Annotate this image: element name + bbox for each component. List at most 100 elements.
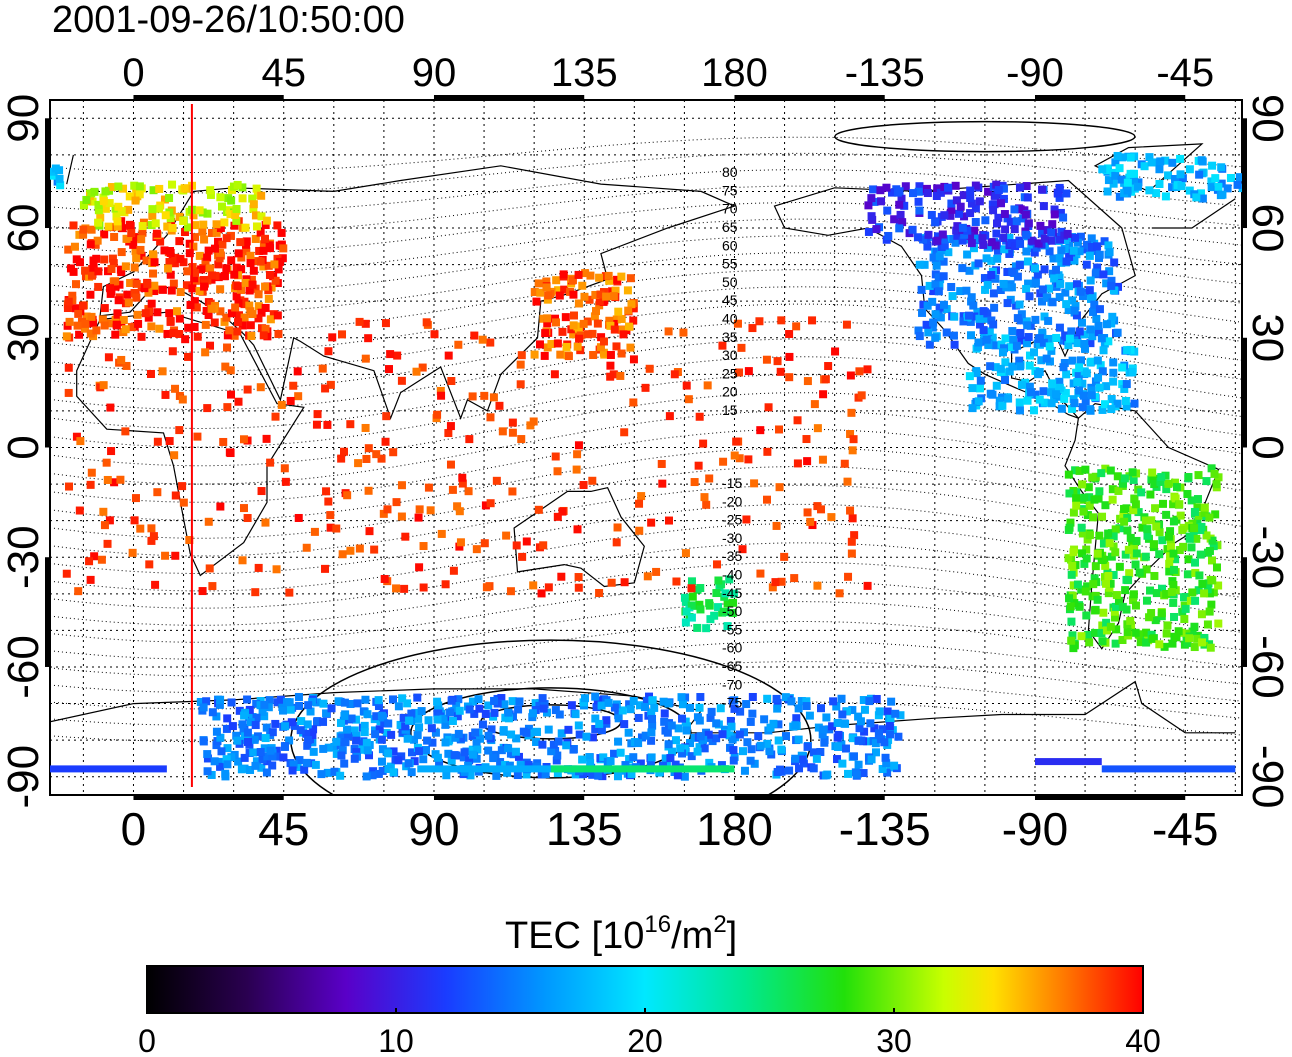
tec-dot <box>247 275 256 284</box>
tec-dot <box>268 728 277 737</box>
tec-dot <box>939 257 948 266</box>
tec-dot <box>184 223 193 232</box>
tec-dot <box>131 247 140 256</box>
tec-dot <box>1005 367 1014 376</box>
tec-dot <box>234 299 243 308</box>
tec-dot <box>234 311 243 320</box>
tec-dot <box>165 437 174 446</box>
tec-dot <box>340 698 349 707</box>
tec-dot <box>151 580 160 589</box>
tec-dot <box>984 187 993 196</box>
tec-dot <box>1082 260 1091 269</box>
tec-dot <box>377 454 386 463</box>
tec-dot <box>486 499 495 508</box>
tec-dot <box>1007 283 1016 292</box>
tec-dot <box>602 292 611 301</box>
tec-dot <box>1104 337 1113 346</box>
tec-dot <box>914 326 923 335</box>
tec-dot <box>394 756 403 765</box>
tec-dot <box>248 310 257 319</box>
tec-dot <box>497 746 506 755</box>
tec-dot <box>163 222 172 231</box>
tec-dot <box>1130 399 1139 408</box>
tec-dot <box>883 206 892 215</box>
tec-dot <box>1218 190 1227 199</box>
tec-dot <box>730 451 739 460</box>
tec-dot <box>306 707 315 716</box>
tec-dot <box>1104 176 1113 185</box>
tec-dot <box>952 196 961 205</box>
tec-dot <box>205 564 214 573</box>
tec-dot <box>1012 341 1021 350</box>
tec-dot <box>1186 596 1195 605</box>
tec-dot <box>183 267 192 276</box>
tec-dot <box>1079 391 1088 400</box>
tec-dot <box>1047 388 1056 397</box>
tec-dot <box>239 504 248 513</box>
tec-dot <box>1181 604 1190 613</box>
tec-dot <box>175 314 184 323</box>
tec-dot <box>360 728 369 737</box>
top-tick-bar <box>433 95 585 100</box>
tec-dot <box>495 401 504 410</box>
tec-band <box>1034 758 1102 766</box>
tec-dot <box>687 613 696 622</box>
tec-dot <box>212 228 221 237</box>
tec-dot <box>64 297 73 306</box>
tec-dot <box>974 259 983 268</box>
tec-dot <box>686 739 695 748</box>
tec-dot <box>319 699 328 708</box>
tec-dot <box>79 230 88 239</box>
tec-dot <box>136 245 145 254</box>
tec-contour <box>50 356 1242 430</box>
tec-dot <box>1155 180 1164 189</box>
tec-dot <box>344 732 353 741</box>
tec-dot <box>763 495 772 504</box>
tec-dot <box>111 277 120 286</box>
tec-dot <box>578 281 587 290</box>
contour-label: 50 <box>722 274 738 290</box>
tec-dot <box>586 271 595 280</box>
tec-dot <box>975 320 984 329</box>
tec-dot <box>992 381 1001 390</box>
tec-dot <box>973 307 982 316</box>
tec-dot <box>877 197 886 206</box>
tec-dot <box>596 343 605 352</box>
tec-dot <box>718 730 727 739</box>
tec-dot <box>465 705 474 714</box>
tec-dot <box>128 548 137 557</box>
tec-dot <box>549 740 558 749</box>
tec-dot <box>1193 634 1202 643</box>
tec-dot <box>190 274 199 283</box>
tec-dot <box>444 429 453 438</box>
tec-dot <box>1129 590 1138 599</box>
tec-dot <box>1100 237 1109 246</box>
tec-dot <box>86 575 95 584</box>
tec-dot <box>963 226 972 235</box>
tec-dot <box>820 738 829 747</box>
tec-dot <box>592 307 601 316</box>
tec-dot <box>147 536 156 545</box>
tec-dot <box>1128 540 1137 549</box>
tec-dot <box>962 286 971 295</box>
tec-dot <box>1109 368 1118 377</box>
tec-dot <box>504 744 513 753</box>
tec-dot <box>1157 609 1166 618</box>
tec-dot <box>207 228 216 237</box>
tec-measurements <box>50 151 1242 781</box>
tec-dot <box>777 745 786 754</box>
tec-dot <box>812 754 821 763</box>
tec-dot <box>448 485 457 494</box>
tec-dot <box>56 181 65 190</box>
tec-dot <box>447 756 456 765</box>
tec-dot <box>634 739 643 748</box>
tec-dot <box>1039 202 1048 211</box>
tec-dot <box>251 721 260 730</box>
tec-dot <box>240 753 249 762</box>
tec-dot <box>1113 151 1122 160</box>
tec-dot <box>1025 382 1034 391</box>
tec-dot <box>97 555 106 564</box>
tec-dot <box>1129 596 1138 605</box>
tec-dot <box>210 244 219 253</box>
tec-dot <box>279 706 288 715</box>
